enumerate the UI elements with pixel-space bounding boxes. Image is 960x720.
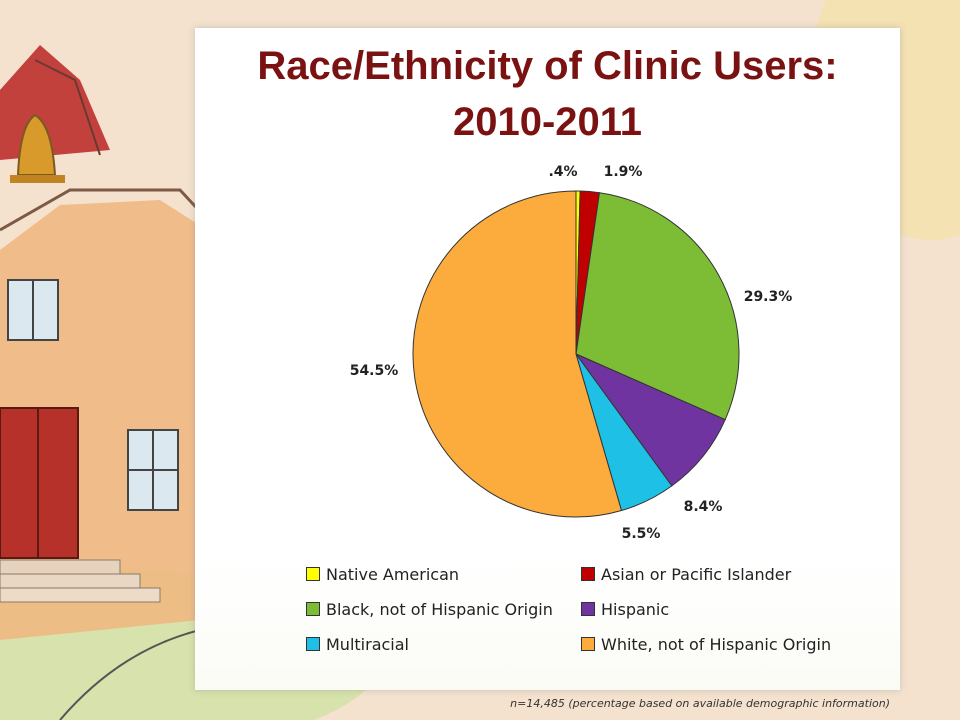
legend-swatch <box>306 637 320 651</box>
legend-label: Native American <box>326 564 460 584</box>
title-line-1: Race/Ethnicity of Clinic Users: <box>257 44 838 88</box>
pie-slice-hispanic <box>574 352 726 487</box>
legend-swatch <box>306 567 320 581</box>
legend-swatch <box>306 602 320 616</box>
legend-item: Native American <box>306 562 581 586</box>
legend-item: White, not of Hispanic Origin <box>581 632 881 656</box>
legend-item: Multiracial <box>306 632 581 656</box>
legend-item: Hispanic <box>581 597 881 621</box>
legend-label: Asian or Pacific Islander <box>601 564 792 584</box>
pie-slice-black-not-of-hispanic-origin <box>575 192 740 421</box>
legend-swatch <box>581 567 595 581</box>
legend-item: Black, not of Hispanic Origin <box>306 597 581 621</box>
legend-item: Asian or Pacific Islander <box>581 562 881 586</box>
chart-title: Race/Ethnicity of Clinic Users: 2010-201… <box>195 38 900 150</box>
legend-label: White, not of Hispanic Origin <box>601 634 832 654</box>
pie-slice-white-not-of-hispanic-origin <box>412 190 623 518</box>
legend-label: Multiracial <box>326 634 409 654</box>
data-label-5: 54.5% <box>350 363 399 379</box>
legend-label: Black, not of Hispanic Origin <box>326 599 553 619</box>
chart-legend: Native American Asian or Pacific Islander… <box>306 562 886 656</box>
footnote: n=14,485 (percentage based on available … <box>510 697 890 710</box>
legend-swatch <box>581 637 595 651</box>
title-line-2: 2010-2011 <box>452 100 643 144</box>
data-label-3: 8.4% <box>684 499 723 515</box>
data-label-0: .4% <box>548 164 577 180</box>
legend-label: Hispanic <box>601 599 670 619</box>
data-label-2: 29.3% <box>744 289 793 305</box>
legend-swatch <box>581 602 595 616</box>
data-label-4: 5.5% <box>622 526 661 542</box>
data-label-1: 1.9% <box>604 164 643 180</box>
